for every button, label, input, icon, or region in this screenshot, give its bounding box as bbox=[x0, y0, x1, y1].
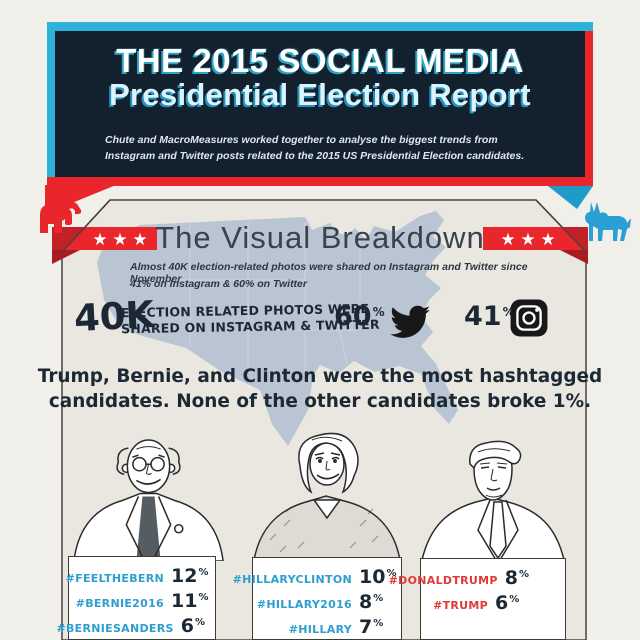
hashtag-row: #HILLARY 7% bbox=[253, 616, 401, 640]
stars-icon: ★ ★ ★ bbox=[500, 230, 555, 249]
hashtag-value: 7 bbox=[359, 616, 373, 638]
instagram-icon bbox=[510, 299, 548, 337]
header-left-stripe bbox=[47, 22, 55, 185]
twitter-icon bbox=[390, 305, 431, 338]
hashtag-statement-line2: candidates. None of the other candidates… bbox=[48, 390, 592, 412]
hashtag-percentage: 8% bbox=[505, 567, 529, 589]
donald-trump-portrait bbox=[421, 440, 565, 560]
hashtag-value: 10 bbox=[359, 566, 386, 588]
bernie-sanders-portrait bbox=[73, 439, 224, 561]
hashtag-value: 8 bbox=[359, 591, 373, 613]
us-map bbox=[97, 211, 458, 446]
twitter-percentage: 60% bbox=[334, 301, 385, 332]
hashtag-row: #BERNIE2016 11% bbox=[69, 590, 215, 615]
hashtag-percentage: 8% bbox=[359, 591, 393, 613]
state-borders bbox=[140, 221, 361, 372]
hashtag-label: #DONALDTRUMP bbox=[388, 574, 498, 587]
hashtag-unit: % bbox=[373, 618, 384, 629]
hashtag-percentage: 10% bbox=[359, 566, 397, 588]
hashtag-value: 12 bbox=[171, 565, 198, 587]
hashtag-label: #BERNIESANDERS bbox=[56, 622, 174, 635]
hashtag-percentage: 6% bbox=[495, 592, 529, 614]
header-top-stripe bbox=[47, 22, 593, 31]
hashtag-row: #TRUMP 6% bbox=[421, 592, 565, 617]
hashtag-percentage: 6% bbox=[181, 615, 205, 637]
hillary-clinton-portrait bbox=[253, 432, 401, 560]
hashtag-statement-line1: Trump, Bernie, and Clinton were the most… bbox=[37, 365, 603, 387]
stars-icon: ★ ★ ★ bbox=[92, 230, 147, 249]
hashtag-row: #DONALDTRUMP 8% bbox=[389, 567, 565, 592]
star-banner-right: ★ ★ ★ bbox=[483, 227, 588, 264]
hashtag-unit: % bbox=[386, 568, 397, 579]
hashtag-label: #HILLARYCLINTON bbox=[232, 573, 352, 586]
twitter-percentage-unit: % bbox=[372, 305, 385, 319]
hashtag-value: 6 bbox=[495, 592, 509, 614]
twitter-percentage-value: 60 bbox=[334, 301, 372, 332]
hashtag-percentage: 7% bbox=[359, 616, 393, 638]
hashtag-label: #BERNIE2016 bbox=[75, 597, 164, 610]
trump-hashtag-card: #DONALDTRUMP 8% #TRUMP 6% bbox=[389, 558, 566, 640]
instagram-percentage: 41% bbox=[464, 301, 515, 332]
hashtag-label: #FEELTHEBERN bbox=[65, 572, 164, 585]
republican-elephant-icon bbox=[40, 201, 82, 233]
panel-chamfer-left bbox=[61, 199, 111, 253]
hashtag-unit: % bbox=[194, 617, 205, 628]
section-title: The Visual Breakdown bbox=[155, 220, 485, 255]
header-subtitle: Chute and MacroMeasures worked together … bbox=[105, 134, 525, 163]
hashtag-unit: % bbox=[509, 594, 520, 605]
hashtag-unit: % bbox=[198, 567, 209, 578]
hashtag-row: #HILLARY2016 8% bbox=[253, 591, 401, 616]
hashtag-percentage: 12% bbox=[171, 565, 209, 587]
instagram-percentage-value: 41 bbox=[464, 301, 502, 332]
hashtag-unit: % bbox=[518, 569, 529, 580]
hashtag-row: #HILLARYCLINTON 10% bbox=[233, 566, 401, 591]
democrat-donkey-icon bbox=[585, 202, 631, 241]
hashtag-label: #HILLARY bbox=[288, 623, 352, 636]
banner-fold-left bbox=[52, 250, 80, 264]
hashtag-unit: % bbox=[373, 593, 384, 604]
hashtag-value: 11 bbox=[171, 590, 198, 612]
ribbon-fold-right bbox=[548, 186, 593, 209]
page-title-line1: THE 2015 SOCIAL MEDIA bbox=[116, 42, 524, 79]
page-title-line2: Presidential Election Report bbox=[109, 77, 531, 112]
header: THE 2015 SOCIAL MEDIA Presidential Elect… bbox=[55, 31, 585, 177]
hashtag-row: #BERNIESANDERS 6% bbox=[56, 615, 215, 640]
banner-fold-right bbox=[560, 250, 588, 264]
hashtag-row: #FEELTHEBERN 12% bbox=[65, 565, 215, 590]
panel-chamfer-right bbox=[535, 199, 587, 253]
hashtag-label: #HILLARY2016 bbox=[256, 598, 352, 611]
header-right-stripe bbox=[585, 31, 593, 185]
note-line1: Almost 40K election-related photos were … bbox=[130, 261, 528, 285]
header-red-band bbox=[47, 177, 593, 186]
note-line2: 41% on Instagram & 60% on Twitter bbox=[130, 278, 307, 290]
hashtag-percentage: 11% bbox=[171, 590, 209, 612]
hashtag-label: #TRUMP bbox=[433, 599, 488, 612]
hashtag-value: 8 bbox=[504, 567, 518, 589]
hillary-hashtag-card: #HILLARYCLINTON 10% #HILLARY2016 8% #HIL… bbox=[233, 557, 402, 640]
bernie-hashtag-card: #FEELTHEBERN 12% #BERNIE2016 11% #BERNIE… bbox=[56, 556, 216, 640]
hashtag-value: 6 bbox=[180, 615, 194, 637]
hashtag-unit: % bbox=[198, 592, 209, 603]
